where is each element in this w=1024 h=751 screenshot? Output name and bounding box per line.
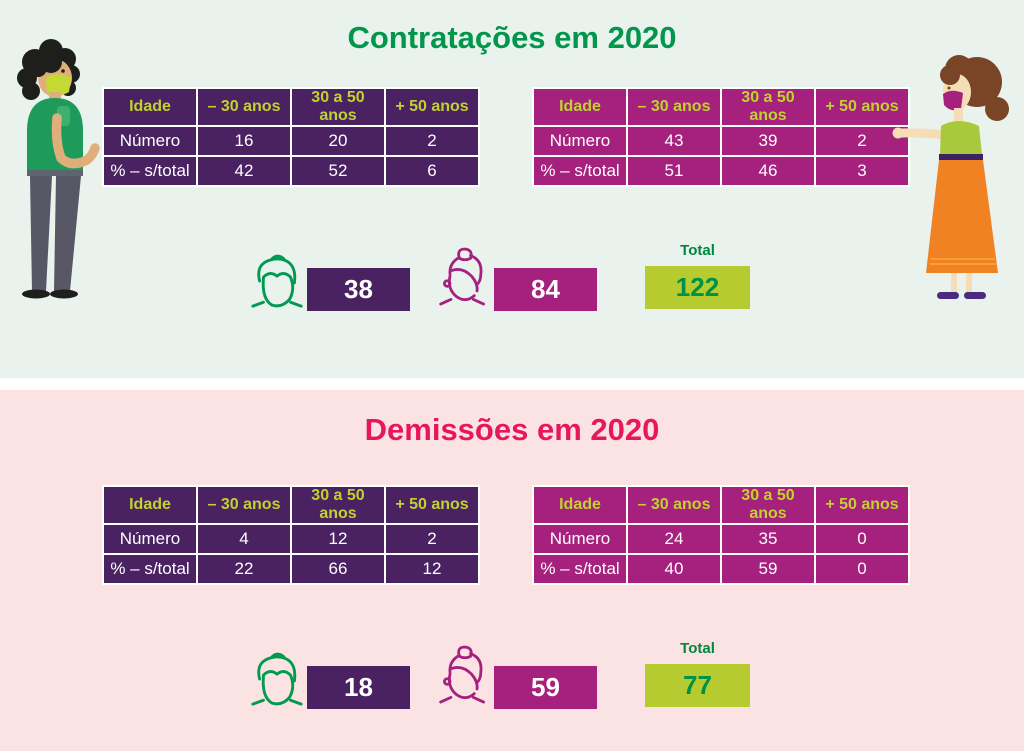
row-label: % – s/total <box>532 155 628 187</box>
table-row-numero: Número 4 12 2 <box>102 523 480 555</box>
row-label: % – s/total <box>532 553 628 585</box>
cell-value: 40 <box>626 553 722 585</box>
table-header-row: Idade – 30 anos 30 a 50 anos + 50 anos <box>532 485 910 525</box>
table-row-numero: Número 16 20 2 <box>102 125 480 157</box>
female-count-box: 59 <box>494 666 597 709</box>
cell-value: 0 <box>814 553 910 585</box>
cell-value: 16 <box>196 125 292 157</box>
row-label: Número <box>532 125 628 157</box>
cell-value: 6 <box>384 155 480 187</box>
cell-value: 0 <box>814 523 910 555</box>
col-header-under30: – 30 anos <box>196 87 292 127</box>
col-header-over50: + 50 anos <box>384 87 480 127</box>
cell-value: 43 <box>626 125 722 157</box>
section-title-demissoes: Demissões em 2020 <box>364 412 660 447</box>
table-header-row: Idade – 30 anos 30 a 50 anos + 50 anos <box>102 485 480 525</box>
section-contratacoes: Contratações em 2020 Idade <box>0 0 1024 378</box>
row-label: Número <box>102 523 198 555</box>
woman-illustration <box>892 55 1009 299</box>
cell-value: 42 <box>196 155 292 187</box>
table-header-row: Idade – 30 anos 30 a 50 anos + 50 anos <box>102 87 480 127</box>
cell-value: 59 <box>720 553 816 585</box>
cell-value: 51 <box>626 155 722 187</box>
cell-value: 24 <box>626 523 722 555</box>
total-label: Total <box>680 242 715 259</box>
row-label: Número <box>102 125 198 157</box>
cell-value: 2 <box>384 125 480 157</box>
men-table-contratacoes: Idade – 30 anos 30 a 50 anos + 50 anos N… <box>102 87 480 187</box>
row-label: Número <box>532 523 628 555</box>
col-header-under30: – 30 anos <box>626 87 722 127</box>
table-row-percent: % – s/total 51 46 3 <box>532 155 910 187</box>
cell-value: 66 <box>290 553 386 585</box>
col-header-30to50: 30 a 50 anos <box>290 87 386 127</box>
cell-value: 4 <box>196 523 292 555</box>
summary-contratacoes: 38 84 Total 122 <box>0 240 1024 318</box>
col-header-over50: + 50 anos <box>814 87 910 127</box>
male-count-box: 38 <box>307 268 410 311</box>
cell-value: 22 <box>196 553 292 585</box>
man-head-icon <box>251 254 303 308</box>
row-label: % – s/total <box>102 155 198 187</box>
col-header-under30: – 30 anos <box>196 485 292 525</box>
col-header-under30: – 30 anos <box>626 485 722 525</box>
col-header-30to50: 30 a 50 anos <box>720 485 816 525</box>
total-group: Total 122 <box>645 242 750 309</box>
men-table-demissoes: Idade – 30 anos 30 a 50 anos + 50 anos N… <box>102 485 480 585</box>
woman-head-icon <box>439 645 485 704</box>
table-row-numero: Número 43 39 2 <box>532 125 910 157</box>
female-count-box: 84 <box>494 268 597 311</box>
cell-value: 35 <box>720 523 816 555</box>
col-header-idade: Idade <box>532 485 628 525</box>
cell-value: 52 <box>290 155 386 187</box>
col-header-30to50: 30 a 50 anos <box>290 485 386 525</box>
cell-value: 2 <box>384 523 480 555</box>
total-group: Total 77 <box>645 640 750 707</box>
table-row-numero: Número 24 35 0 <box>532 523 910 555</box>
col-header-over50: + 50 anos <box>384 485 480 525</box>
total-count-box: 122 <box>645 266 750 309</box>
table-row-percent: % – s/total 22 66 12 <box>102 553 480 585</box>
table-row-percent: % – s/total 40 59 0 <box>532 553 910 585</box>
col-header-idade: Idade <box>102 485 198 525</box>
total-label: Total <box>680 640 715 657</box>
man-head-icon <box>251 652 303 706</box>
male-count-box: 18 <box>307 666 410 709</box>
col-header-over50: + 50 anos <box>814 485 910 525</box>
women-table-contratacoes: Idade – 30 anos 30 a 50 anos + 50 anos N… <box>532 87 910 187</box>
man-illustration <box>17 39 100 299</box>
cell-value: 20 <box>290 125 386 157</box>
section-demissoes: Demissões em 2020 Idade – 30 anos 30 a 5… <box>0 390 1024 751</box>
table-row-percent: % – s/total 42 52 6 <box>102 155 480 187</box>
women-table-demissoes: Idade – 30 anos 30 a 50 anos + 50 anos N… <box>532 485 910 585</box>
col-header-idade: Idade <box>532 87 628 127</box>
col-header-idade: Idade <box>102 87 198 127</box>
cell-value: 39 <box>720 125 816 157</box>
table-header-row: Idade – 30 anos 30 a 50 anos + 50 anos <box>532 87 910 127</box>
cell-value: 12 <box>290 523 386 555</box>
cell-value: 3 <box>814 155 910 187</box>
woman-head-icon <box>439 247 485 306</box>
total-count-box: 77 <box>645 664 750 707</box>
cell-value: 12 <box>384 553 480 585</box>
summary-demissoes: 18 59 Total 77 <box>0 638 1024 716</box>
section-title-contratacoes: Contratações em 2020 <box>347 20 677 55</box>
cell-value: 46 <box>720 155 816 187</box>
col-header-30to50: 30 a 50 anos <box>720 87 816 127</box>
row-label: % – s/total <box>102 553 198 585</box>
